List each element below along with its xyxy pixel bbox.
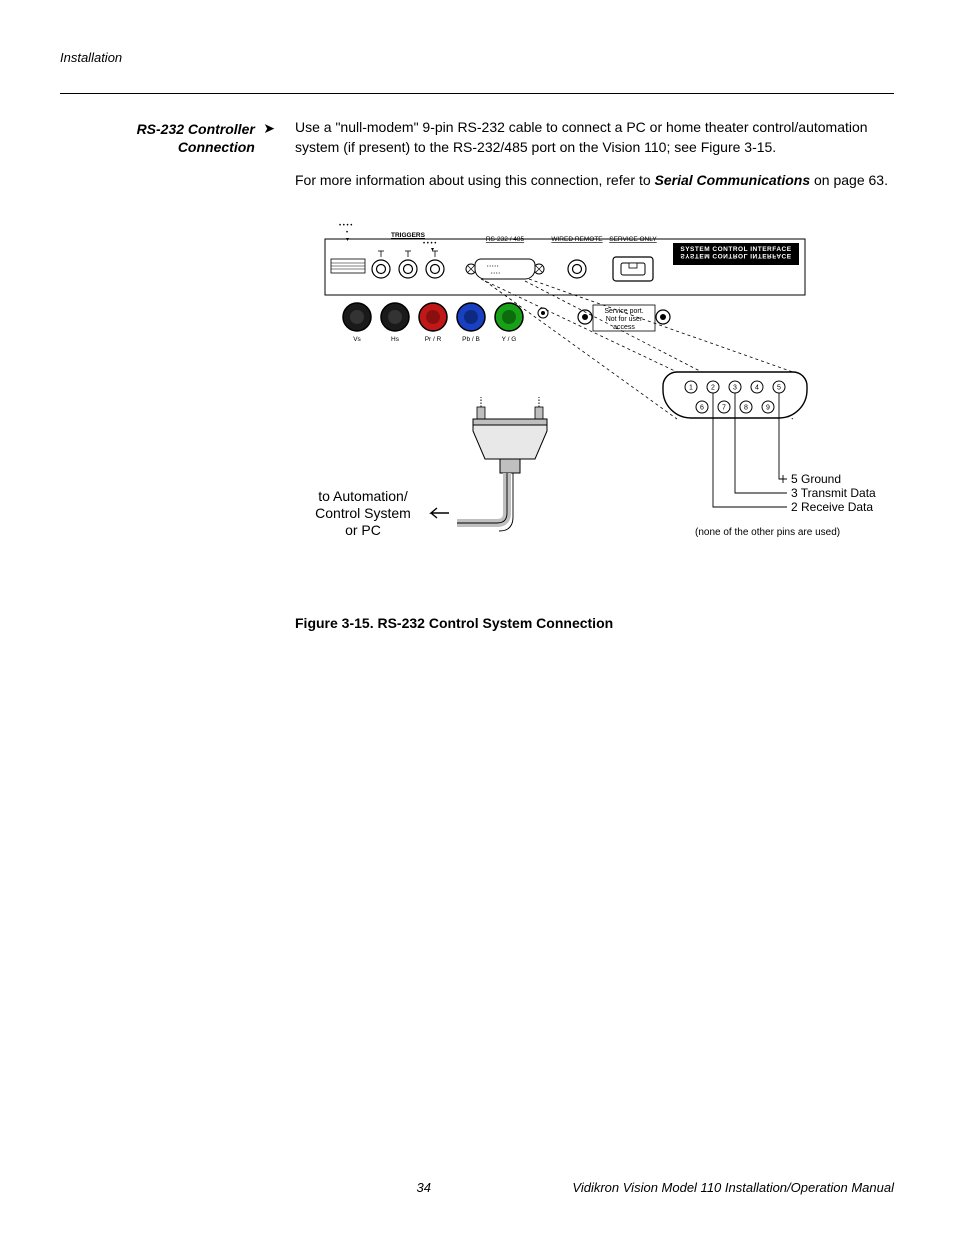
rs232-port-label: RS-232 / 485 bbox=[486, 236, 525, 243]
cable-label-l1: to Automation/ bbox=[318, 488, 408, 504]
service-only-label: SERVICE ONLY bbox=[609, 236, 657, 243]
para2-a: For more information about using this co… bbox=[295, 172, 655, 188]
svg-text:•: • bbox=[346, 230, 348, 236]
pinout-note: (none of the other pins are used) bbox=[695, 527, 840, 538]
service-port-icon bbox=[613, 257, 653, 281]
service-note-l3: access bbox=[613, 324, 635, 331]
svg-text:4: 4 bbox=[755, 384, 759, 391]
para2-c: on page 63. bbox=[810, 172, 888, 188]
bnc-pb-label: Pb / B bbox=[462, 336, 480, 343]
svg-text:▾: ▾ bbox=[431, 247, 434, 253]
svg-text:• • • • •: • • • • • bbox=[487, 263, 499, 268]
sys-ctrl-text-mirror: SYSTEM CONTROL INTERFACE bbox=[680, 252, 791, 259]
svg-text:5: 5 bbox=[777, 384, 781, 391]
rs232-port-icon: • • • • • • • • • bbox=[466, 259, 544, 279]
bnc-vs-label: Vs bbox=[353, 336, 361, 343]
side-column: RS-232 Controller Connection ➤ bbox=[60, 118, 275, 634]
bnc-hs-label: Hs bbox=[391, 336, 400, 343]
paragraph-1: Use a "null-modem" 9-pin RS-232 cable to… bbox=[295, 118, 894, 157]
para2-b: Serial Communications bbox=[655, 172, 811, 188]
rs232-diagram-svg: TRIGGERS • • • • • ▾ TRIGGER bbox=[295, 209, 885, 589]
callout-2: 2 Receive Data bbox=[791, 500, 873, 514]
svg-text:▾: ▾ bbox=[346, 237, 349, 243]
svg-text:6: 6 bbox=[700, 404, 704, 411]
svg-text:7: 7 bbox=[722, 404, 726, 411]
sys-ctrl-label-block: SYSTEM CONTROL INTERFACE SYSTEM CONTROL … bbox=[673, 243, 799, 265]
side-heading-line1: RS-232 Controller bbox=[137, 121, 255, 137]
svg-text:2: 2 bbox=[711, 384, 715, 391]
main-column: Use a "null-modem" 9-pin RS-232 cable to… bbox=[295, 118, 894, 634]
bnc-pr-label: Pr / R bbox=[425, 336, 442, 343]
top-rule bbox=[60, 93, 894, 94]
svg-text:3: 3 bbox=[733, 384, 737, 391]
manual-title: Vidikron Vision Model 110 Installation/O… bbox=[572, 1180, 894, 1195]
triggers-label: TRIGGERS bbox=[391, 232, 426, 239]
sys-ctrl-text: SYSTEM CONTROL INTERFACE bbox=[680, 246, 791, 253]
svg-text:1: 1 bbox=[689, 384, 693, 391]
service-port-note: Service port. Not for user access bbox=[578, 305, 670, 331]
svg-text:8: 8 bbox=[744, 404, 748, 411]
svg-text:• • • •: • • • • bbox=[491, 270, 501, 275]
cable-label-l2: Control System bbox=[315, 505, 411, 521]
figure-caption: Figure 3-15. RS-232 Control System Conne… bbox=[295, 614, 894, 634]
page-number: 34 bbox=[275, 1180, 572, 1195]
svg-text:• • • •: • • • • bbox=[423, 241, 436, 247]
bnc-yg-label: Y / G bbox=[502, 336, 517, 343]
side-heading-line2: Connection bbox=[178, 139, 255, 155]
svg-text:• • • •: • • • • bbox=[339, 223, 352, 229]
side-arrow-icon: ➤ bbox=[263, 120, 275, 137]
service-note-l1: Service port. bbox=[604, 308, 643, 315]
cable-label-l3: or PC bbox=[345, 522, 381, 538]
wired-remote-label: WIRED REMOTE bbox=[551, 236, 603, 243]
svg-text:9: 9 bbox=[766, 404, 770, 411]
page-footer: 34 Vidikron Vision Model 110 Installatio… bbox=[60, 1180, 894, 1195]
cable-label-group: to Automation/ Control System or PC bbox=[315, 488, 449, 538]
callout-3: 3 Transmit Data bbox=[791, 486, 876, 500]
cable-connector-icon bbox=[457, 397, 547, 531]
bnc-row: Vs Hs Pr / R Pb / B Y / G bbox=[343, 303, 548, 343]
running-head: Installation bbox=[60, 50, 894, 65]
callout-5: 5 Ground bbox=[791, 472, 841, 486]
content-row: RS-232 Controller Connection ➤ Use a "nu… bbox=[60, 118, 894, 634]
paragraph-2: For more information about using this co… bbox=[295, 171, 894, 191]
figure-diagram: TRIGGERS • • • • • ▾ TRIGGER bbox=[295, 209, 894, 595]
side-heading: RS-232 Controller Connection bbox=[137, 120, 255, 156]
